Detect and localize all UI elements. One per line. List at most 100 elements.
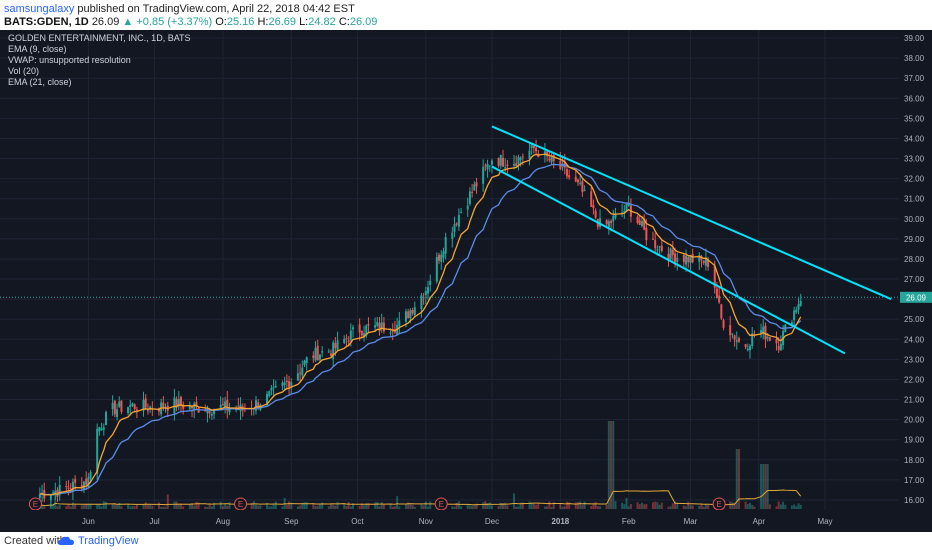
volume-bar	[737, 449, 740, 509]
candle-body	[442, 251, 445, 258]
candle-body	[367, 324, 370, 326]
candle-body	[213, 408, 216, 414]
volume-bar	[669, 506, 672, 509]
candle-body	[605, 220, 608, 225]
candle-body	[316, 345, 319, 361]
channel-upper-line[interactable]	[491, 125, 892, 301]
price-tick-label: 39.00	[904, 34, 925, 43]
candle-body	[486, 163, 489, 170]
volume-bar	[177, 504, 180, 509]
legend-vol[interactable]: Vol (20)	[8, 66, 40, 76]
volume-bar	[702, 506, 705, 509]
volume-bar	[552, 502, 555, 509]
volume-bar	[160, 506, 163, 509]
candle-body	[713, 266, 716, 288]
open-value: 25.16	[226, 16, 255, 28]
time-axis-bg	[0, 510, 932, 532]
candle-body	[173, 397, 176, 414]
candle-body	[737, 338, 740, 342]
candle-body	[204, 410, 207, 412]
candle-body	[226, 399, 229, 411]
author-link[interactable]: samsungalaxy	[4, 3, 75, 15]
volume-bar	[288, 501, 291, 509]
candle-body	[568, 175, 571, 178]
published-text: published on TradingView.com, April 22, …	[77, 3, 355, 15]
volume-bar	[56, 506, 59, 509]
candle-body	[513, 163, 516, 166]
channel-lower-line[interactable]	[491, 165, 846, 355]
candle-body	[180, 397, 182, 406]
time-tick-label: Dec	[485, 517, 499, 526]
candle-body	[768, 337, 771, 341]
price-tick-label: 36.00	[904, 94, 925, 103]
candle-body	[54, 491, 57, 495]
candle-body	[162, 402, 165, 408]
candle-body	[409, 310, 412, 319]
price-axis[interactable]: 16.00 17.00 18.00 19.00 20.00 21.00 22.00 23.00…	[904, 34, 925, 505]
candle-body	[327, 351, 330, 353]
candle-body	[576, 179, 579, 183]
volume-bar	[735, 449, 738, 509]
candle-body	[468, 191, 471, 204]
volume-bar	[135, 504, 138, 509]
candle-body	[142, 399, 145, 411]
candle-body	[334, 343, 337, 349]
candle-body	[391, 329, 394, 332]
volume-bar	[157, 502, 160, 509]
time-axis[interactable]: Jun Jul Aug Sep Oct Nov Dec 2018 Feb Mar Apr May	[82, 517, 833, 526]
tradingview-brand-link[interactable]: TradingView	[78, 535, 139, 547]
volume-bar	[422, 505, 425, 509]
candle-body	[67, 487, 70, 489]
publication-header: samsungalaxy published on TradingView.co…	[0, 0, 932, 30]
volume-bar	[656, 502, 659, 509]
candle-body	[702, 260, 705, 264]
volume-bar	[760, 464, 763, 509]
volume-bar	[475, 503, 478, 509]
legend-ema9[interactable]: EMA (9, close)	[8, 44, 67, 54]
candle-body	[358, 324, 361, 333]
volume-bar	[473, 505, 476, 509]
candle-body	[643, 218, 646, 230]
volume-bar	[546, 506, 549, 509]
volume-bar	[643, 504, 646, 509]
candle-body	[660, 245, 663, 252]
price-chart[interactable]: E E E E Jun Jul Aug Sep Oct Nov Dec 2018 Feb Mar Apr M…	[0, 30, 932, 532]
candle-body	[303, 360, 306, 366]
volume-bar	[151, 505, 154, 509]
candles	[38, 139, 802, 507]
candle-body	[766, 336, 769, 339]
chart-canvas[interactable]: E E E E Jun Jul Aug Sep Oct Nov Dec 2018 Feb Mar Apr M…	[0, 30, 932, 532]
volume-bar	[561, 506, 564, 509]
volume-bar	[290, 502, 293, 509]
candle-body	[799, 301, 802, 306]
legend-vwap[interactable]: VWAP: unsupported resolution	[8, 55, 131, 65]
volume-bar	[391, 506, 394, 509]
candle-body	[82, 481, 85, 490]
candle-body	[314, 347, 317, 361]
volume-bar	[574, 502, 577, 509]
candle-body	[120, 400, 123, 412]
volume-bar	[614, 501, 617, 509]
volume-bar	[303, 502, 306, 509]
candle-body	[599, 218, 602, 227]
legend-ema21[interactable]: EMA (21, close)	[8, 77, 72, 87]
price-tick-label: 25.00	[904, 315, 925, 324]
volume-bar	[612, 421, 615, 509]
candle-body	[451, 232, 454, 240]
candle-body	[658, 246, 661, 248]
volume-bar	[484, 501, 487, 509]
candle-body	[704, 257, 707, 266]
candle-body	[521, 156, 524, 158]
volume-bar	[142, 504, 145, 509]
volume-bar	[411, 504, 414, 509]
volume-bar	[164, 506, 167, 509]
candle-body	[473, 184, 476, 191]
candle-body	[674, 253, 677, 263]
candle-body	[182, 404, 185, 409]
time-tick-label: 2018	[551, 517, 569, 526]
price-tick-label: 34.00	[904, 134, 925, 143]
price-tick-label: 21.00	[904, 396, 925, 405]
volume-bar	[568, 502, 571, 509]
volume-bar	[596, 506, 599, 509]
volume-bar	[182, 506, 185, 509]
